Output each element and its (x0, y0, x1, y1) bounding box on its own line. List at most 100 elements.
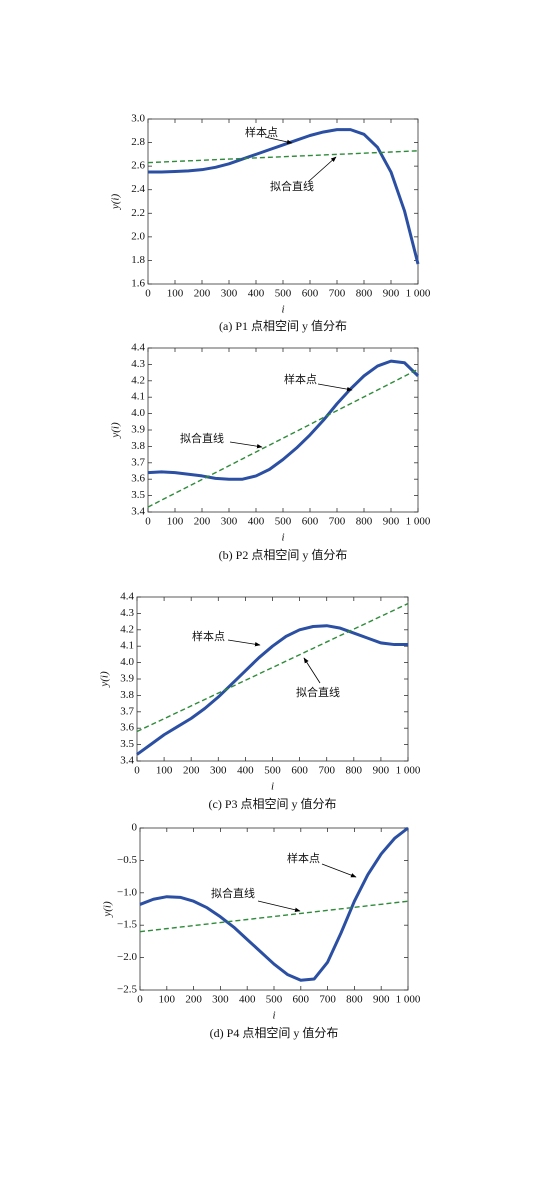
y-tick-label: −1.0 (117, 886, 137, 898)
annotation-arrow (321, 863, 357, 878)
x-tick-label: 200 (183, 765, 200, 777)
x-tick-label: 700 (319, 994, 336, 1006)
y-tick-label: 3.6 (131, 473, 145, 485)
annotation-arrow (317, 383, 353, 392)
y-tick-label: 3.0 (131, 113, 145, 125)
x-tick-label: 600 (293, 994, 310, 1006)
y-tick-label: 2.2 (131, 207, 145, 219)
series-annotation: 样本点 (192, 629, 225, 643)
series-line (147, 359, 420, 481)
x-tick-label: 300 (221, 288, 238, 300)
y-tick-label: 4.3 (131, 358, 145, 370)
caption: (c) P3 点相空间 y 值分布 (209, 796, 337, 811)
y-tick-label: 0 (132, 822, 138, 834)
y-tick-label: 3.4 (131, 506, 145, 518)
y-tick-label: 4.0 (131, 407, 145, 419)
series-annotation: 样本点 (245, 125, 278, 139)
y-tick-label: −2.5 (117, 984, 137, 996)
x-axis-label: i (272, 1010, 275, 1022)
series-line (147, 368, 419, 508)
caption: (b) P2 点相空间 y 值分布 (219, 547, 348, 562)
x-tick-label: 500 (264, 765, 281, 777)
x-tick-label: 800 (356, 288, 373, 300)
caption: (a) P1 点相空间 y 值分布 (219, 318, 347, 333)
y-tick-label: 3.9 (120, 673, 134, 685)
x-tick-label: 200 (185, 994, 202, 1006)
annotation-arrow (229, 441, 263, 449)
series-line (136, 624, 408, 756)
plot-frame (136, 596, 409, 762)
y-tick-label: 4.4 (131, 342, 145, 354)
x-tick-label: 1 000 (406, 516, 431, 528)
series-annotation: 拟合直线 (270, 179, 314, 193)
y-tick-label: 2.0 (131, 230, 145, 242)
annotation-arrow (257, 900, 301, 913)
y-tick-label: 1.8 (131, 254, 145, 266)
x-tick-label: 200 (194, 288, 211, 300)
x-tick-label: 100 (156, 765, 173, 777)
x-tick-label: 900 (383, 516, 400, 528)
x-tick-label: 300 (221, 516, 238, 528)
x-tick-label: 100 (167, 288, 184, 300)
y-tick-label: 3.8 (120, 689, 134, 701)
y-tick-label: 2.4 (131, 183, 145, 195)
y-tick-label: −1.5 (117, 919, 137, 931)
x-axis-label: i (271, 781, 274, 793)
x-tick-label: 900 (383, 288, 400, 300)
x-tick-label: 200 (194, 516, 211, 528)
y-tick-label: 4.4 (120, 591, 134, 603)
x-tick-label: 300 (210, 765, 227, 777)
series-line (147, 150, 419, 164)
x-tick-label: 0 (145, 516, 151, 528)
y-axis-label: y(i) (110, 422, 122, 439)
x-tick-label: 700 (318, 765, 335, 777)
x-axis-label: i (281, 532, 284, 544)
series-annotation: 样本点 (284, 372, 317, 386)
x-tick-label: 1 000 (406, 288, 431, 300)
x-tick-label: 400 (248, 516, 265, 528)
y-tick-label: −0.5 (117, 854, 137, 866)
y-tick-label: 1.6 (131, 278, 145, 290)
x-tick-label: 700 (329, 516, 346, 528)
series-line (136, 602, 409, 733)
y-tick-label: 2.8 (131, 136, 145, 148)
x-tick-label: 800 (356, 516, 373, 528)
x-tick-label: 800 (346, 765, 363, 777)
x-tick-label: 700 (329, 288, 346, 300)
y-tick-label: 3.7 (120, 705, 134, 717)
y-tick-label: 3.5 (131, 489, 145, 501)
y-tick-label: 4.1 (131, 391, 145, 403)
annotation-arrow (303, 657, 321, 684)
series-line (139, 826, 409, 982)
x-tick-label: 800 (346, 994, 363, 1006)
y-tick-label: 3.7 (131, 456, 145, 468)
x-tick-label: 600 (302, 516, 319, 528)
x-tick-label: 500 (266, 994, 283, 1006)
y-tick-label: 4.2 (120, 623, 134, 635)
y-tick-label: 3.8 (131, 440, 145, 452)
x-tick-label: 300 (212, 994, 229, 1006)
series-line (139, 900, 409, 933)
x-axis-label: i (281, 304, 284, 316)
x-tick-label: 100 (167, 516, 184, 528)
x-tick-label: 0 (137, 994, 143, 1006)
y-tick-label: 3.5 (120, 738, 134, 750)
y-axis-label: y(i) (99, 671, 111, 688)
x-tick-label: 0 (134, 765, 140, 777)
y-tick-label: 4.2 (131, 374, 145, 386)
x-tick-label: 600 (302, 288, 319, 300)
y-tick-label: 4.0 (120, 656, 134, 668)
x-tick-label: 400 (239, 994, 256, 1006)
x-tick-label: 1 000 (396, 765, 421, 777)
x-tick-label: 400 (237, 765, 254, 777)
x-tick-label: 1 000 (396, 994, 421, 1006)
x-tick-label: 500 (275, 288, 292, 300)
x-tick-label: 0 (145, 288, 151, 300)
series-annotation: 拟合直线 (211, 886, 255, 900)
x-tick-label: 400 (248, 288, 265, 300)
caption: (d) P4 点相空间 y 值分布 (210, 1025, 339, 1040)
series-annotation: 拟合直线 (296, 685, 340, 699)
y-axis-label: y(i) (102, 901, 114, 918)
series-annotation: 样本点 (287, 851, 320, 865)
y-tick-label: −2.0 (117, 951, 137, 963)
